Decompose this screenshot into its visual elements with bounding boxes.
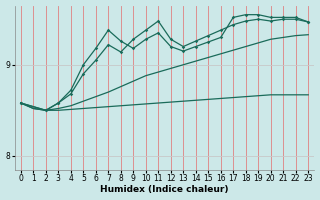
- X-axis label: Humidex (Indice chaleur): Humidex (Indice chaleur): [100, 185, 229, 194]
